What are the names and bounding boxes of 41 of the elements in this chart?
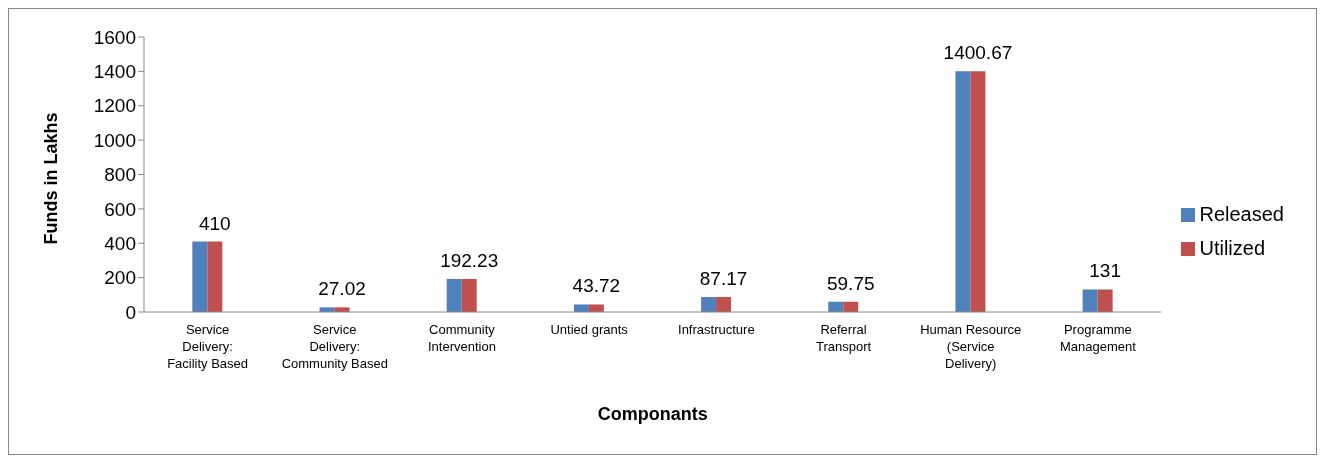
x-tick-label: Referral Transport [815, 322, 872, 354]
x-tick-label: Untied grants [550, 322, 629, 337]
y-tick-label: 1600 [93, 26, 136, 48]
y-tick-label: 0 [125, 301, 136, 323]
bar [1097, 289, 1113, 312]
y-tick-label: 1200 [93, 95, 136, 117]
x-axis-title: Componants [597, 404, 708, 424]
y-tick-label: 400 [104, 232, 136, 254]
data-label: 59.75 [826, 272, 875, 294]
bar [446, 278, 462, 312]
y-tick-label: 1400 [93, 61, 136, 83]
y-tick-label: 600 [104, 198, 136, 220]
x-tick-label: Human Resource (Service Delivery) [920, 322, 1022, 371]
bar [573, 304, 589, 312]
data-label: 87.17 [699, 268, 748, 290]
legend-label: Released [1199, 202, 1284, 225]
y-axis-title: Funds in Lakhs [41, 112, 62, 245]
legend-label: Utilized [1199, 236, 1266, 259]
bar [955, 71, 971, 312]
bar [461, 278, 477, 312]
x-tick-label: Community Intervention [428, 322, 496, 354]
x-tick-label: Service Delivery: Facility Based [167, 322, 249, 371]
data-label: 43.72 [572, 275, 621, 297]
y-tick-label: 1000 [93, 129, 136, 151]
bar [716, 297, 732, 312]
data-label: 192.23 [440, 249, 499, 271]
bar [588, 304, 604, 312]
y-tick-label: 200 [104, 267, 136, 289]
bar [970, 71, 986, 312]
x-tick-label: Infrastructure [678, 322, 755, 337]
data-label: 1400.67 [943, 42, 1013, 64]
y-tick-label: 800 [104, 164, 136, 186]
x-tick-label: Programme Management [1059, 322, 1137, 354]
bar [207, 241, 223, 312]
bar [1082, 289, 1098, 312]
bar [192, 241, 208, 312]
bar [701, 297, 717, 312]
data-label: 131 [1089, 260, 1121, 282]
x-tick-label: Service Delivery: Community Based [281, 322, 388, 371]
data-label: 27.02 [318, 278, 366, 300]
data-label: 410 [198, 212, 231, 234]
